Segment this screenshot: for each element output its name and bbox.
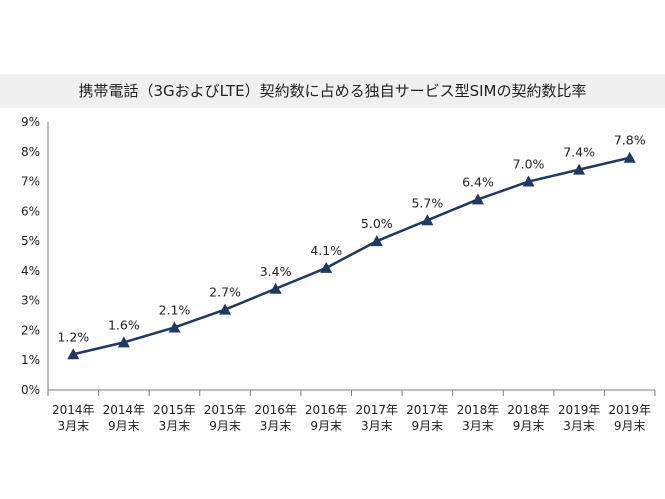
data-label: 7.4% — [563, 145, 595, 160]
data-point-marker — [623, 151, 636, 163]
y-tick-label: 4% — [21, 264, 40, 278]
data-point-marker — [471, 193, 484, 205]
data-label: 5.7% — [411, 195, 443, 210]
y-axis-ticks: 0% 1% 2% 3% 4% 5% 6% 7% 8% 9% — [21, 115, 40, 397]
y-tick-label: 2% — [21, 323, 40, 337]
series-markers — [67, 151, 636, 360]
y-tick-label: 3% — [21, 294, 40, 308]
x-tick-label: 2018年 9月末 — [507, 403, 550, 433]
data-point-marker — [269, 282, 282, 294]
x-tick-label: 2018年 3月末 — [457, 403, 500, 433]
y-tick-label: 8% — [21, 145, 40, 159]
data-label: 1.2% — [57, 329, 89, 344]
series-line — [73, 156, 630, 356]
y-tick-label: 7% — [21, 175, 40, 189]
data-label: 5.0% — [361, 216, 393, 231]
x-tick-label: 2014年 3月末 — [52, 403, 95, 433]
y-tick-label: 1% — [21, 353, 40, 367]
data-label: 2.7% — [209, 285, 241, 300]
x-tick-label: 2015年 3月末 — [153, 403, 196, 433]
data-point-marker — [370, 235, 383, 247]
x-tick-label: 2017年 3月末 — [356, 403, 399, 433]
y-tick-label: 9% — [21, 115, 40, 129]
x-tick-label: 2016年 9月末 — [305, 403, 348, 433]
data-point-marker — [522, 175, 535, 187]
data-label: 7.8% — [614, 133, 646, 148]
x-tick-label: 2014年 9月末 — [103, 403, 146, 433]
y-tick-label: 5% — [21, 234, 40, 248]
data-point-marker — [421, 214, 434, 226]
data-labels: 1.2% 1.6% 2.1% 2.7% 3.4% 4.1% 5.0% 5.7% 6.4% 7.0%… — [57, 133, 645, 345]
data-label: 1.6% — [108, 317, 140, 332]
data-label: 2.1% — [159, 302, 191, 317]
data-label: 3.4% — [260, 264, 292, 279]
data-point-marker — [219, 303, 232, 315]
data-point-marker — [67, 348, 80, 360]
title-bar — [0, 74, 665, 108]
data-point-marker — [117, 336, 130, 348]
x-tick-label: 2019年 9月末 — [608, 403, 651, 433]
axes — [47, 122, 655, 391]
x-tick-label: 2019年 3月末 — [558, 403, 601, 433]
x-tick-label: 2016年 3月末 — [254, 403, 297, 433]
x-tick-label: 2017年 9月末 — [406, 403, 449, 433]
data-point-marker — [573, 163, 586, 175]
x-tick-label: 2015年 9月末 — [204, 403, 247, 433]
y-tick-label: 0% — [21, 383, 40, 397]
chart-title: 携帯電話（3GおよびLTE）契約数に占める独自サービス型SIMの契約数比率 — [78, 82, 587, 100]
data-label: 7.0% — [513, 157, 545, 172]
data-point-marker — [320, 261, 333, 273]
data-label: 4.1% — [310, 243, 342, 258]
data-label: 6.4% — [462, 174, 494, 189]
series-polyline — [73, 156, 630, 356]
data-point-marker — [168, 321, 181, 333]
y-tick-label: 6% — [21, 204, 40, 218]
